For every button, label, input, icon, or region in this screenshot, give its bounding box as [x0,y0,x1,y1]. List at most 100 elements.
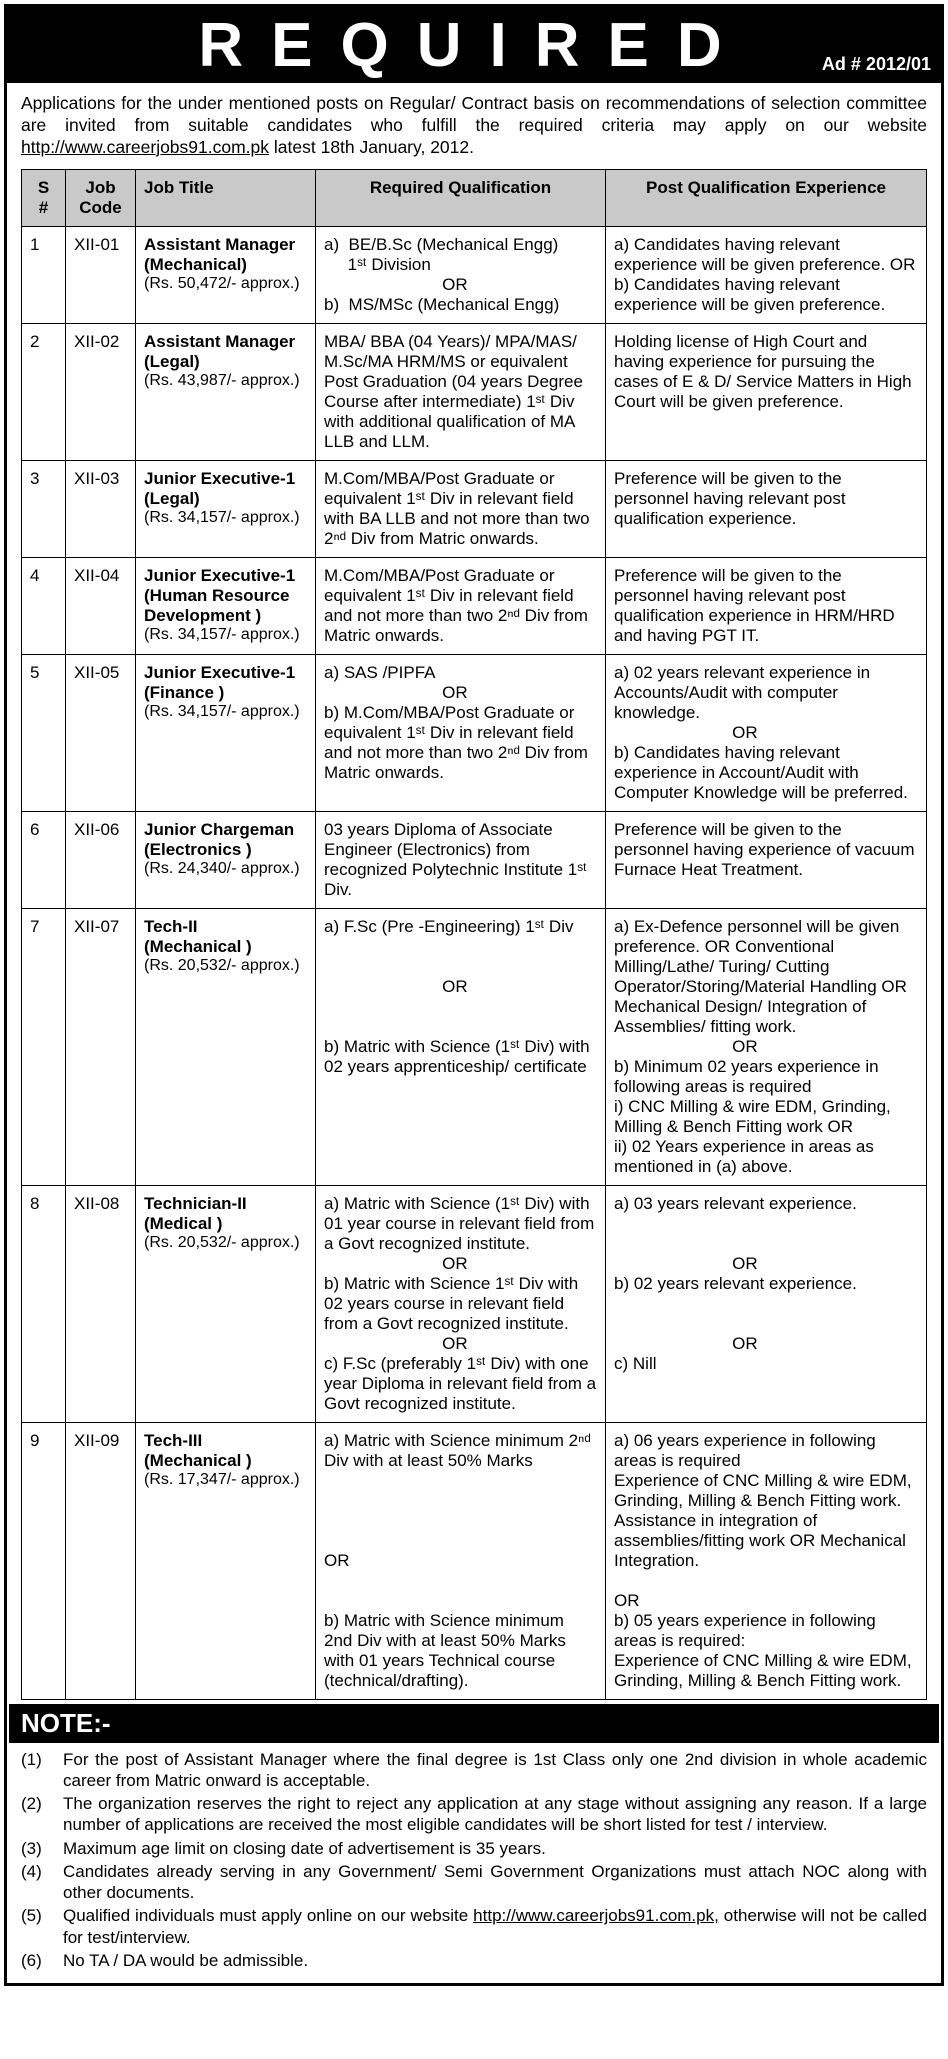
job-salary: (Rs. 34,157/- approx.) [144,626,307,644]
th-title: Job Title [136,169,316,226]
cell-experience: a) 03 years relevant experience. OR b) 0… [606,1185,927,1422]
ad-number: Ad # 2012/01 [822,54,931,75]
cell-title: Junior Executive-1 (Finance )(Rs. 34,157… [136,654,316,811]
cell-title: Technician-II (Medical )(Rs. 20,532/- ap… [136,1185,316,1422]
cell-experience: Preference will be given to the personne… [606,557,927,654]
table-row: 7XII-07Tech-II (Mechanical )(Rs. 20,532/… [22,908,927,1185]
cell-qualification: a) SAS /PIPFA OR b) M.Com/MBA/Post Gradu… [316,654,606,811]
table-header: S # Job Code Job Title Required Qualific… [22,169,927,226]
table-row: 5XII-05Junior Executive-1 (Finance )(Rs.… [22,654,927,811]
cell-experience: a) Candidates having relevant experience… [606,226,927,323]
cell-qualification: 03 years Diploma of Associate Engineer (… [316,811,606,908]
cell-title: Tech-III (Mechanical )(Rs. 17,347/- appr… [136,1422,316,1699]
cell-title: Junior Chargeman (Electronics )(Rs. 24,3… [136,811,316,908]
note-number: (6) [21,1950,63,1971]
th-code: Job Code [66,169,136,226]
cell-title: Junior Executive-1 (Human Resource Devel… [136,557,316,654]
note-number: (2) [21,1793,63,1836]
cell-code: XII-07 [66,908,136,1185]
cell-qualification: M.Com/MBA/Post Graduate or equivalent 1ˢ… [316,460,606,557]
cell-sn: 2 [22,323,66,460]
job-name: Technician-II (Medical ) [144,1194,307,1234]
cell-sn: 4 [22,557,66,654]
job-name: Junior Executive-1 (Legal) [144,469,307,509]
cell-sn: 3 [22,460,66,557]
cell-experience: Preference will be given to the personne… [606,811,927,908]
table-row: 9XII-09Tech-III (Mechanical )(Rs. 17,347… [22,1422,927,1699]
table-row: 1XII-01Assistant Manager (Mechanical)(Rs… [22,226,927,323]
cell-sn: 5 [22,654,66,811]
note-item: (5)Qualified individuals must apply onli… [21,1905,927,1948]
table-row: 6XII-06Junior Chargeman (Electronics )(R… [22,811,927,908]
cell-experience: Preference will be given to the personne… [606,460,927,557]
table-row: 2XII-02Assistant Manager (Legal)(Rs. 43,… [22,323,927,460]
cell-code: XII-04 [66,557,136,654]
job-name: Assistant Manager (Mechanical) [144,235,307,275]
header-bar: REQUIRED Ad # 2012/01 [7,7,941,83]
intro-text-after: latest 18th January, 2012. [269,137,474,157]
cell-experience: a) 02 years relevant experience in Accou… [606,654,927,811]
cell-title: Tech-II (Mechanical )(Rs. 20,532/- appro… [136,908,316,1185]
job-salary: (Rs. 20,532/- approx.) [144,1234,307,1252]
note-number: (3) [21,1838,63,1859]
cell-code: XII-09 [66,1422,136,1699]
intro-paragraph: Applications for the under mentioned pos… [7,83,941,163]
note-item: (2)The organization reserves the right t… [21,1793,927,1836]
job-name: Assistant Manager (Legal) [144,332,307,372]
table-row: 3XII-03Junior Executive-1 (Legal)(Rs. 34… [22,460,927,557]
cell-qualification: a) Matric with Science minimum 2ⁿᵈ Div w… [316,1422,606,1699]
note-number: (4) [21,1861,63,1904]
table-row: 8XII-08Technician-II (Medical )(Rs. 20,5… [22,1185,927,1422]
table-body: 1XII-01Assistant Manager (Mechanical)(Rs… [22,226,927,1699]
intro-link[interactable]: http://www.careerjobs91.com.pk [21,137,269,157]
job-name: Junior Executive-1 (Finance ) [144,663,307,703]
notes-list: (1)For the post of Assistant Manager whe… [7,1743,941,1984]
note-header: NOTE:- [9,1704,939,1743]
cell-code: XII-08 [66,1185,136,1422]
note-text: For the post of Assistant Manager where … [63,1749,927,1792]
cell-experience: Holding license of High Court and having… [606,323,927,460]
cell-sn: 8 [22,1185,66,1422]
cell-title: Assistant Manager (Legal)(Rs. 43,987/- a… [136,323,316,460]
job-salary: (Rs. 34,157/- approx.) [144,509,307,527]
cell-code: XII-03 [66,460,136,557]
cell-code: XII-05 [66,654,136,811]
table-row: 4XII-04Junior Executive-1 (Human Resourc… [22,557,927,654]
job-salary: (Rs. 43,987/- approx.) [144,372,307,390]
cell-sn: 7 [22,908,66,1185]
note-item: (4)Candidates already serving in any Gov… [21,1861,927,1904]
cell-qualification: a) F.Sc (Pre -Engineering) 1ˢᵗ Div OR b)… [316,908,606,1185]
cell-title: Assistant Manager (Mechanical)(Rs. 50,47… [136,226,316,323]
cell-code: XII-01 [66,226,136,323]
cell-qualification: M.Com/MBA/Post Graduate or equivalent 1ˢ… [316,557,606,654]
th-qual: Required Qualification [316,169,606,226]
job-name: Junior Chargeman (Electronics ) [144,820,307,860]
th-exp: Post Qualification Experience [606,169,927,226]
note-link[interactable]: http://www.careerjobs91.com.pk, [473,1906,719,1925]
note-text: The organization reserves the right to r… [63,1793,927,1836]
cell-title: Junior Executive-1 (Legal)(Rs. 34,157/- … [136,460,316,557]
cell-sn: 6 [22,811,66,908]
note-text: Candidates already serving in any Govern… [63,1861,927,1904]
cell-experience: a) 06 years experience in following area… [606,1422,927,1699]
th-sn: S # [22,169,66,226]
job-name: Tech-II (Mechanical ) [144,917,307,957]
job-salary: (Rs. 34,157/- approx.) [144,703,307,721]
cell-qualification: MBA/ BBA (04 Years)/ MPA/MAS/ M.Sc/MA HR… [316,323,606,460]
jobs-table: S # Job Code Job Title Required Qualific… [21,169,927,1700]
note-text: Qualified individuals must apply online … [63,1905,927,1948]
job-salary: (Rs. 17,347/- approx.) [144,1471,307,1489]
note-number: (1) [21,1749,63,1792]
intro-text-before: Applications for the under mentioned pos… [21,93,927,135]
cell-qualification: a) BE/B.Sc (Mechanical Engg) 1ˢᵗ Divisio… [316,226,606,323]
job-salary: (Rs. 20,532/- approx.) [144,957,307,975]
job-salary: (Rs. 50,472/- approx.) [144,275,307,293]
cell-sn: 9 [22,1422,66,1699]
document-frame: REQUIRED Ad # 2012/01 Applications for t… [4,4,944,1986]
cell-experience: a) Ex-Defence personnel will be given pr… [606,908,927,1185]
main-title: REQUIRED [7,15,941,77]
cell-code: XII-02 [66,323,136,460]
note-text: Maximum age limit on closing date of adv… [63,1838,927,1859]
note-item: (1)For the post of Assistant Manager whe… [21,1749,927,1792]
job-salary: (Rs. 24,340/- approx.) [144,860,307,878]
